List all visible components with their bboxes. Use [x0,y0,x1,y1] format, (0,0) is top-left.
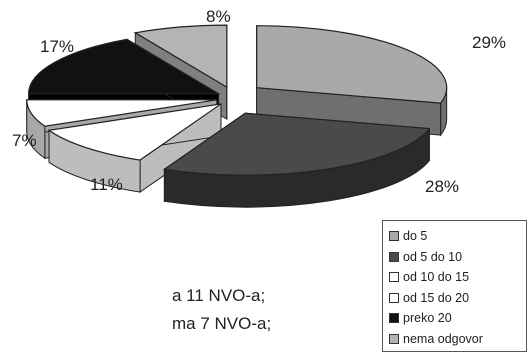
pie-label-od-15-do-20: 7% [12,131,37,150]
legend-swatch [389,272,399,283]
legend-item: do 5 [389,226,526,247]
legend-label: preko 20 [403,311,452,326]
legend-swatch [389,292,399,303]
legend-swatch [389,231,399,242]
pie-slice-od-10-do-15 [47,102,222,193]
legend-item: nema odgovor [389,329,526,350]
pie-label-preko-20: 17% [40,37,74,56]
body-text-line-1: a 11 NVO-a; [172,286,266,305]
legend-swatch [389,313,399,324]
pie-slice-od-5-do-10 [162,112,431,208]
pie-label-do-5: 29% [472,33,506,52]
legend-item: od 10 do 15 [389,267,526,288]
legend-label: nema odgovor [403,331,483,346]
pie-label-od-10-do-15: 11% [90,175,123,194]
pie-slice-do-5 [256,25,448,137]
body-text-line-2: ma 7 NVO-a; [172,314,272,333]
legend-item: preko 20 [389,308,526,329]
pie-label-od-5-do-10: 28% [425,177,459,196]
legend-label: do 5 [403,229,428,244]
legend-label: od 15 do 20 [403,290,470,305]
pie-label-nema-odgovor: 8% [206,7,231,26]
legend-swatch [389,251,399,262]
legend-label: od 10 do 15 [403,270,470,285]
legend-item: od 5 do 10 [389,247,526,268]
legend-swatch [389,333,399,344]
legend-label: od 5 do 10 [403,249,463,264]
legend-item: od 15 do 20 [389,288,526,309]
chart-legend: do 5 od 5 do 10 od 10 do 15 od 15 do 20 prek… [382,220,527,352]
pie-slices [26,24,448,208]
pie-labels: 29% 28% 11% 7% 17% 8% [12,7,506,196]
